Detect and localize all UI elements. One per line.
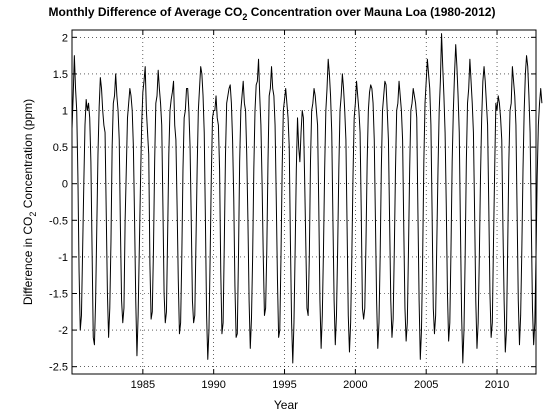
title-rest: Concentration over Mauna Loa (1980-2012) [247,5,495,19]
y-axis-label: Difference in CO2 Concentration (ppm) [21,99,38,305]
y-tick-label: -2 [58,325,68,337]
ylabel-subscript: 2 [28,212,38,217]
title-subscript: 2 [242,12,247,22]
plot-frame [71,29,537,375]
y-tick-label: 1 [62,106,68,118]
y-tick-label: 0.5 [53,142,68,154]
y-tick-label: -2.5 [49,362,68,374]
x-tick-label: 1985 [131,379,155,391]
x-tick-label: 1990 [201,379,225,391]
y-tick-label: -1 [58,252,68,264]
y-tick-label: 2 [62,32,68,44]
x-tick-label: 2010 [485,379,509,391]
x-axis-label: Year [274,398,298,412]
plot-area [71,33,543,364]
grid-lines [72,30,536,374]
title-main: Monthly Difference of Average CO [49,5,243,19]
y-tick-label: -1.5 [49,288,68,300]
x-tick-label: 2005 [414,379,438,391]
axis-ticks: -2.5 -2 -1.5 -1 -0.5 0 0.5 1 1.5 2 1985 1990 1995 200… [49,30,536,391]
y-tick-label: -0.5 [49,215,68,227]
x-tick-label: 1995 [272,379,296,391]
series-line [71,33,543,364]
y-tick-label: 0 [62,179,68,191]
chart-title: Monthly Difference of Average CO2 Concen… [49,5,496,22]
y-tick-label: 1.5 [53,69,68,81]
x-tick-label: 2000 [343,379,367,391]
ylabel-post: Concentration (ppm) [21,99,35,212]
ylabel-pre: Difference in CO [21,217,35,305]
